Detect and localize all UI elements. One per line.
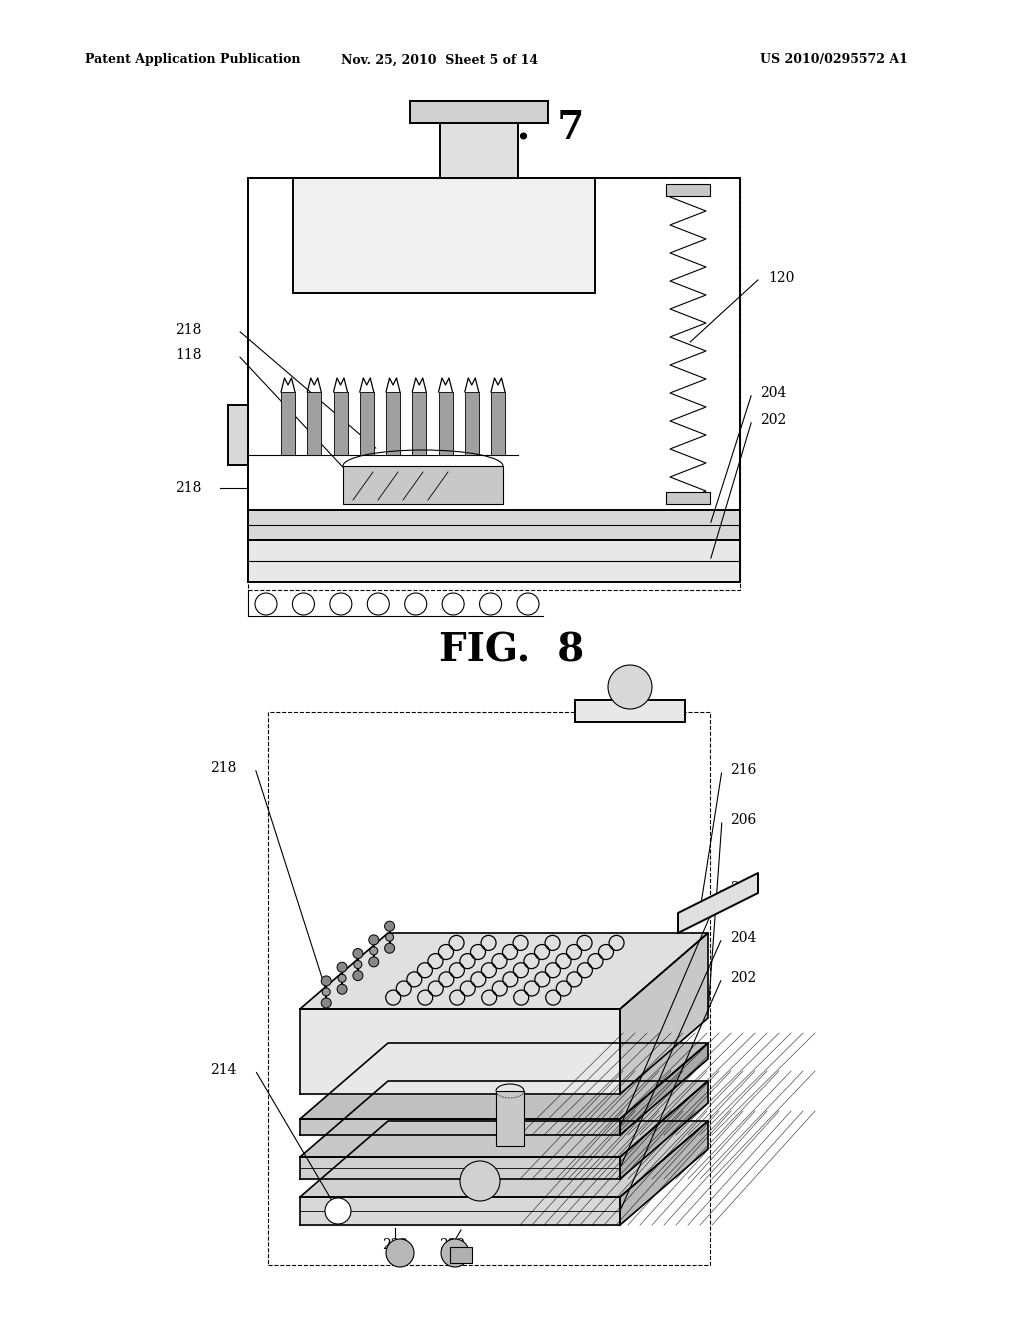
Text: 120: 120 <box>768 271 795 285</box>
Polygon shape <box>300 1119 620 1135</box>
Circle shape <box>353 949 362 958</box>
Polygon shape <box>620 1081 708 1179</box>
Polygon shape <box>300 933 708 1008</box>
Circle shape <box>386 933 393 941</box>
Text: 202: 202 <box>760 413 786 426</box>
Circle shape <box>325 1199 351 1224</box>
Bar <box>281 392 295 455</box>
Circle shape <box>353 970 362 981</box>
Bar <box>575 700 685 722</box>
Circle shape <box>337 962 347 973</box>
Polygon shape <box>300 1081 708 1158</box>
Polygon shape <box>620 1043 708 1135</box>
Text: 214: 214 <box>210 1063 237 1077</box>
Bar <box>490 392 505 455</box>
Text: 216: 216 <box>730 763 757 777</box>
Bar <box>334 392 347 455</box>
Bar <box>465 392 479 455</box>
Bar <box>248 510 740 540</box>
Text: 206: 206 <box>730 813 757 828</box>
Circle shape <box>460 1162 500 1201</box>
Circle shape <box>369 957 379 966</box>
Text: 202: 202 <box>730 972 757 985</box>
Circle shape <box>441 1239 469 1267</box>
Bar <box>248 178 740 590</box>
Bar <box>440 123 518 178</box>
Bar <box>228 405 248 465</box>
Text: 204: 204 <box>730 931 757 945</box>
Polygon shape <box>620 933 708 1094</box>
Polygon shape <box>620 1121 708 1225</box>
Text: 218: 218 <box>210 762 237 775</box>
Bar <box>438 392 453 455</box>
Text: 222: 222 <box>382 1238 409 1251</box>
Bar <box>359 392 374 455</box>
Circle shape <box>385 921 394 931</box>
Text: Patent Application Publication: Patent Application Publication <box>85 54 300 66</box>
Circle shape <box>322 998 331 1008</box>
Bar <box>386 392 400 455</box>
Circle shape <box>337 985 347 994</box>
Circle shape <box>386 1239 414 1267</box>
Bar <box>307 392 322 455</box>
Bar <box>450 1247 472 1263</box>
Polygon shape <box>300 1043 708 1119</box>
Polygon shape <box>678 873 758 933</box>
Text: FIG.  7: FIG. 7 <box>439 110 585 147</box>
Polygon shape <box>300 1158 620 1179</box>
Bar <box>248 540 740 582</box>
Polygon shape <box>300 1008 620 1094</box>
Text: 204: 204 <box>760 385 786 400</box>
Bar <box>248 178 740 510</box>
Text: 222: 222 <box>439 1238 465 1251</box>
Bar <box>413 392 426 455</box>
Text: FIG.  8: FIG. 8 <box>439 631 585 669</box>
Text: 218: 218 <box>175 323 202 337</box>
Circle shape <box>354 961 361 969</box>
Text: US 2010/0295572 A1: US 2010/0295572 A1 <box>760 54 908 66</box>
Circle shape <box>338 974 346 982</box>
Text: 218: 218 <box>175 480 202 495</box>
Circle shape <box>608 665 652 709</box>
Circle shape <box>323 987 330 995</box>
Bar <box>268 711 710 1265</box>
Bar <box>666 492 710 504</box>
Polygon shape <box>300 1197 620 1225</box>
Circle shape <box>322 975 331 986</box>
Bar <box>410 102 548 123</box>
Bar <box>293 178 595 293</box>
Text: 210: 210 <box>730 880 757 895</box>
Text: 118: 118 <box>175 348 202 362</box>
Polygon shape <box>300 1121 708 1197</box>
Circle shape <box>369 935 379 945</box>
Circle shape <box>370 946 378 954</box>
Circle shape <box>385 944 394 953</box>
Text: Nov. 25, 2010  Sheet 5 of 14: Nov. 25, 2010 Sheet 5 of 14 <box>341 54 539 66</box>
Bar <box>343 466 503 504</box>
Bar <box>666 183 710 195</box>
Bar <box>496 1092 524 1146</box>
